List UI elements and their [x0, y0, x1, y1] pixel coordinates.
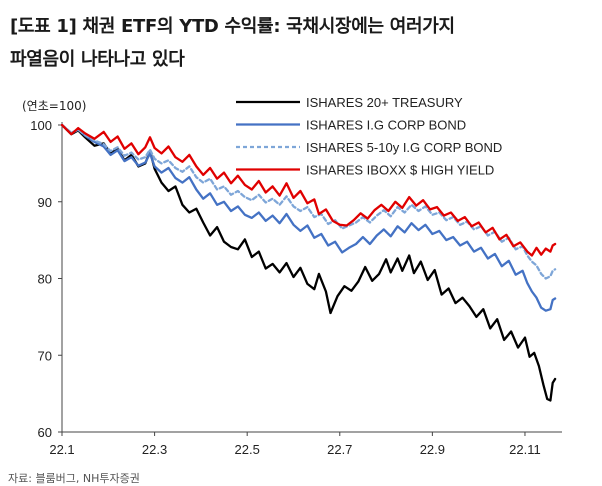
legend-label-1: ISHARES 20+ TREASURY	[306, 95, 463, 110]
series-line-4	[60, 123, 557, 257]
x-tick-label: 22.3	[142, 442, 167, 457]
title-line-1: [도표 1] 채권 ETF의 YTD 수익률: 국채시장에는 여러가지	[10, 16, 455, 37]
series-line-2	[60, 123, 557, 312]
x-tick-label: 22.1	[49, 442, 74, 457]
y-tick-label: 70	[38, 348, 52, 363]
title-line-2: 파열음이 나타나고 있다	[10, 49, 185, 70]
legend-label-4: ISHARES IBOXX $ HIGH YIELD	[306, 163, 494, 178]
x-tick-label: 22.9	[420, 442, 445, 457]
legend-label-3: ISHARES 5-10y I.G CORP BOND	[306, 140, 502, 155]
series-line-3	[60, 123, 557, 280]
chart-title: [도표 1] 채권 ETF의 YTD 수익률: 국채시장에는 여러가지 파열음이…	[10, 10, 595, 76]
y-tick-label: 100	[30, 118, 52, 133]
y-unit-label: (연초=100)	[22, 99, 86, 113]
y-tick-label: 80	[38, 272, 52, 287]
x-tick-label: 22.11	[509, 442, 541, 457]
y-tick-label: 90	[38, 195, 52, 210]
legend-label-2: ISHARES I.G CORP BOND	[306, 118, 466, 133]
y-tick-label: 60	[38, 425, 52, 440]
x-tick-label: 22.7	[327, 442, 352, 457]
source-note: 자료: 블룸버그, NH투자증권	[8, 472, 140, 485]
x-tick-label: 22.5	[235, 442, 260, 457]
